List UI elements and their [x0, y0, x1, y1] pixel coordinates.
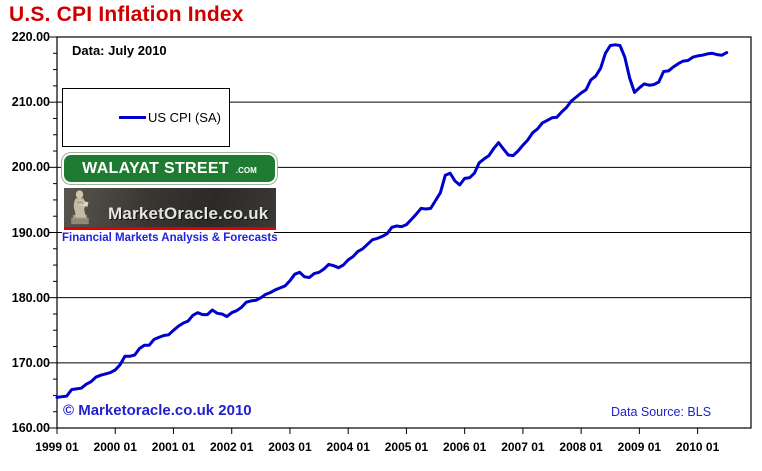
y-axis-label: 170.00: [11, 355, 50, 370]
legend-label: US CPI (SA): [148, 110, 221, 125]
x-axis-label: 2007 01: [501, 440, 545, 454]
y-axis-label: 160.00: [11, 421, 50, 435]
x-axis-label: 2010 01: [675, 440, 720, 454]
x-axis-label: 2000 01: [93, 440, 137, 454]
y-axis-label: 200.00: [11, 160, 50, 175]
copyright-text: © Marketoracle.co.uk 2010: [63, 402, 252, 419]
x-axis-label: 2003 01: [268, 440, 312, 454]
cpi-line-series: [55, 43, 729, 399]
x-axis-label: 2002 01: [210, 440, 254, 454]
marketoracle-tagline: Financial Markets Analysis & Forecasts: [62, 231, 278, 246]
page-title: U.S. CPI Inflation Index: [9, 3, 244, 26]
y-axis-label: 210.00: [11, 95, 50, 110]
legend-box: US CPI (SA): [62, 88, 230, 147]
marketoracle-logo-text: MarketOracle.co.uk: [108, 204, 269, 223]
x-axis-label: 2008 01: [559, 440, 603, 454]
y-axis-label: 180.00: [11, 290, 50, 305]
legend-line-swatch: [119, 116, 146, 119]
marketoracle-logo: MarketOracle.co.uk: [64, 188, 276, 230]
x-axis-label: 1999 01: [35, 440, 79, 454]
walayat-logo-text: WALAYAT STREET: [82, 159, 229, 177]
data-annotation: Data: July 2010: [72, 43, 167, 58]
y-axis-label: 190.00: [11, 225, 50, 240]
x-axis-label: 2005 01: [384, 440, 429, 454]
x-axis-label: 2009 01: [617, 440, 662, 454]
walayat-logo-com-suffix: .COM: [235, 166, 257, 175]
y-axis-label: 220.00: [11, 30, 50, 44]
data-source-text: Data Source: BLS: [611, 405, 712, 419]
x-axis-label: 2004 01: [326, 440, 370, 454]
x-axis-label: 2006 01: [442, 440, 487, 454]
walayat-street-logo: WALAYAT STREET .COM: [61, 152, 278, 185]
statue-icon: [71, 190, 89, 225]
x-axis-label: 2001 01: [151, 440, 196, 454]
